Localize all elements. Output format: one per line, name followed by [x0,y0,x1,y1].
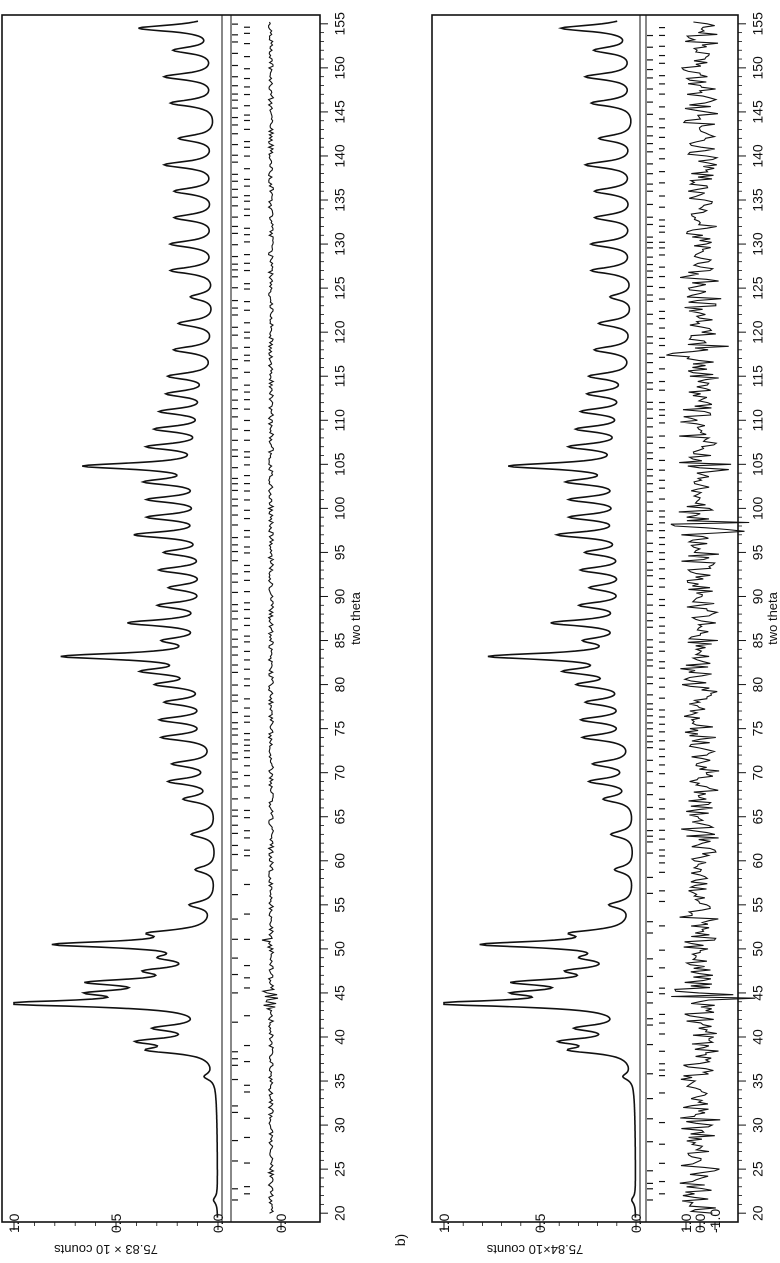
x-tick-label: 120 [750,320,766,344]
x-tick-label: 50 [332,941,348,957]
panel-a: 20 25 30 35 40 45 50 55 60 65 70 75 80 85 90 95 100 105 11… [1,12,363,1257]
x-tick-label: 155 [750,12,766,36]
x-tick-label: 130 [750,232,766,256]
x-tick-label: 90 [750,588,766,604]
x-tick-label: 150 [332,56,348,80]
x-tick-label: 105 [332,452,348,476]
x-tick-label: 60 [332,853,348,869]
x-tick-label: 90 [332,588,348,604]
x-axis-label: two theta [765,591,780,645]
x-tick-label: 55 [750,897,766,913]
x-tick-label: 125 [750,276,766,300]
difference-curve [666,21,756,1214]
x-tick-label: 70 [750,765,766,781]
x-tick-label: 145 [332,100,348,124]
x-tick-label: 25 [332,1161,348,1177]
observed-pattern [13,20,219,1218]
x-tick-label: 45 [332,985,348,1001]
y-tick-label: 0.0 [210,1213,226,1233]
x-tick-label: 140 [332,144,348,168]
difference-curve [261,21,279,1214]
x-tick-label: 150 [750,56,766,80]
x-tick-label: 20 [332,1205,348,1221]
x-tick-label: 30 [750,1117,766,1133]
plot-frame [1,14,321,1223]
y-axis-label: 75.83 × 10 counts [54,1242,158,1257]
x-tick-label: 95 [332,544,348,560]
x-tick-label: 85 [750,633,766,649]
diff-tick-label: 0.0 [273,1213,289,1233]
x-tick-label: 125 [332,276,348,300]
x-tick-label: 155 [332,12,348,36]
x-tick-label: 110 [750,409,766,432]
x-tick-label: 65 [332,809,348,825]
x-tick-label: 105 [750,452,766,476]
x-tick-label: 50 [750,941,766,957]
x-tick-label: 115 [750,365,766,388]
x-tick-label: 70 [332,765,348,781]
x-tick-label: 100 [332,496,348,520]
x-tick-label: 40 [332,1029,348,1045]
x-tick-label: 40 [750,1029,766,1045]
x-tick-label: 35 [750,1073,766,1089]
x-tick-label: 135 [750,188,766,212]
diff-tick-label: 0.0 [692,1213,708,1233]
x-tick-label: 80 [332,677,348,693]
x-tick-label: 60 [750,853,766,869]
x-tick-label: 95 [750,544,766,560]
panel-b-caption: b) [392,1234,408,1246]
y-axis-label: 75.84×10 counts [486,1242,583,1257]
x-tick-label: 140 [750,144,766,168]
x-tick-label: 20 [750,1205,766,1221]
x-tick-label: 65 [750,809,766,825]
observed-pattern [443,20,637,1218]
diff-tick-label: 1.0 [678,1213,694,1233]
x-tick-label: 110 [332,409,348,432]
x-tick-label: 55 [332,897,348,913]
x-tick-label: 120 [332,320,348,344]
panel-b: 20 25 30 35 40 45 50 55 60 65 70 75 80 85 90 95 100 105 11… [431,12,780,1257]
x-tick-label: 75 [750,721,766,737]
x-tick-label: 145 [750,100,766,124]
x-tick-label: 25 [750,1161,766,1177]
x-tick-label: 135 [332,188,348,212]
x-tick-label: 75 [332,721,348,737]
x-tick-label: 115 [332,365,348,388]
x-tick-label: 85 [332,633,348,649]
x-tick-label: 30 [332,1117,348,1133]
x-tick-label: 45 [750,985,766,1001]
x-axis-label: two theta [348,591,363,645]
x-tick-label: 100 [750,496,766,520]
y-tick-label: 0.0 [628,1213,644,1233]
x-tick-label: 80 [750,677,766,693]
diff-tick-label: -1.0 [707,1209,723,1233]
x-tick-label: 35 [332,1073,348,1089]
plot-frame [431,14,739,1223]
x-tick-label: 130 [332,232,348,256]
